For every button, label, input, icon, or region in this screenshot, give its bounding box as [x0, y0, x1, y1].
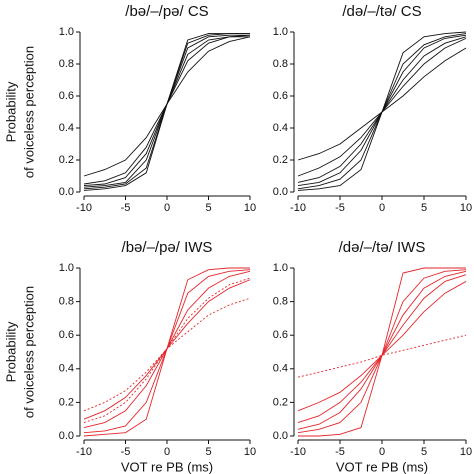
y-tick-label: 0.6 [59, 90, 74, 102]
x-tick-label: 0 [379, 446, 385, 458]
x-axis-label: VOT re PB (ms) [336, 459, 428, 474]
y-tick-label: 1.0 [273, 26, 288, 38]
y-tick-label: 0.8 [273, 296, 288, 308]
x-tick-label: 5 [421, 446, 427, 458]
curve [297, 36, 467, 183]
y-tick-label: 0.4 [59, 122, 74, 134]
curve [297, 34, 467, 187]
x-tick-label: 5 [205, 202, 211, 214]
y-tick-label: 0.4 [273, 122, 288, 134]
y-tick-label: 0.0 [59, 430, 74, 442]
curve [83, 33, 250, 190]
curve [83, 270, 251, 429]
y-tick-label: 0.4 [273, 363, 288, 375]
x-tick-label: 0 [379, 202, 385, 214]
y-tick-label: 0.8 [59, 296, 74, 308]
curve [83, 36, 251, 177]
y-tick-label: 0.6 [59, 329, 74, 341]
curve [297, 37, 467, 177]
panel-title: /də/–/tə/ CS [342, 3, 421, 20]
x-tick-label: 10 [244, 446, 256, 458]
y-tick-label: 0.6 [273, 90, 288, 102]
curve [297, 269, 467, 434]
curve [297, 47, 467, 161]
y-tick-label: 0.0 [273, 186, 288, 198]
curve [83, 34, 250, 188]
y-tick-label: 1.0 [59, 262, 74, 274]
curve [83, 267, 250, 437]
x-tick-label: 10 [460, 446, 472, 458]
y-tick-label: 0.2 [59, 396, 74, 408]
y-axis-label: of voiceless perception [21, 46, 36, 178]
y-tick-label: 0.2 [273, 154, 288, 166]
x-tick-label: 5 [421, 202, 427, 214]
curve [83, 277, 251, 423]
curve [298, 267, 466, 437]
curve [83, 297, 251, 412]
curve [297, 334, 467, 378]
y-axis-label: Probability [3, 321, 18, 382]
curve [83, 36, 250, 187]
panel-title: /bə/–/pə/ CS [125, 3, 208, 20]
curve [83, 34, 251, 185]
x-tick-label: 0 [164, 446, 170, 458]
x-tick-label: 10 [244, 202, 256, 214]
y-tick-label: 1.0 [59, 26, 74, 38]
x-tick-label: -5 [121, 446, 131, 458]
x-tick-label: -10 [290, 202, 306, 214]
curve [83, 33, 250, 191]
x-tick-label: 0 [164, 202, 170, 214]
y-tick-label: 0.8 [273, 58, 288, 70]
y-tick-label: 0.8 [59, 58, 74, 70]
y-tick-label: 1.0 [273, 262, 288, 274]
y-tick-label: 0.4 [59, 363, 74, 375]
y-tick-label: 0.6 [273, 329, 288, 341]
y-tick-label: 0.0 [59, 186, 74, 198]
panel-title: /bə/–/pə/ IWS [122, 239, 213, 256]
x-axis-label: VOT re PB (ms) [121, 459, 213, 474]
curve [297, 281, 467, 412]
x-tick-label: 10 [460, 202, 472, 214]
x-tick-label: -5 [335, 202, 345, 214]
x-tick-label: -10 [76, 446, 92, 458]
y-tick-label: 0.2 [59, 154, 74, 166]
x-tick-label: -10 [290, 446, 306, 458]
x-tick-label: 5 [205, 446, 211, 458]
y-axis-label: Probability [3, 81, 18, 142]
x-tick-label: -5 [121, 202, 131, 214]
y-axis-label: of voiceless perception [21, 286, 36, 418]
curve [297, 270, 467, 430]
panel-title: /də/–/tə/ IWS [339, 239, 426, 256]
y-tick-label: 0.0 [273, 430, 288, 442]
y-tick-label: 0.2 [273, 396, 288, 408]
x-tick-label: -5 [335, 446, 345, 458]
x-tick-label: -10 [76, 202, 92, 214]
